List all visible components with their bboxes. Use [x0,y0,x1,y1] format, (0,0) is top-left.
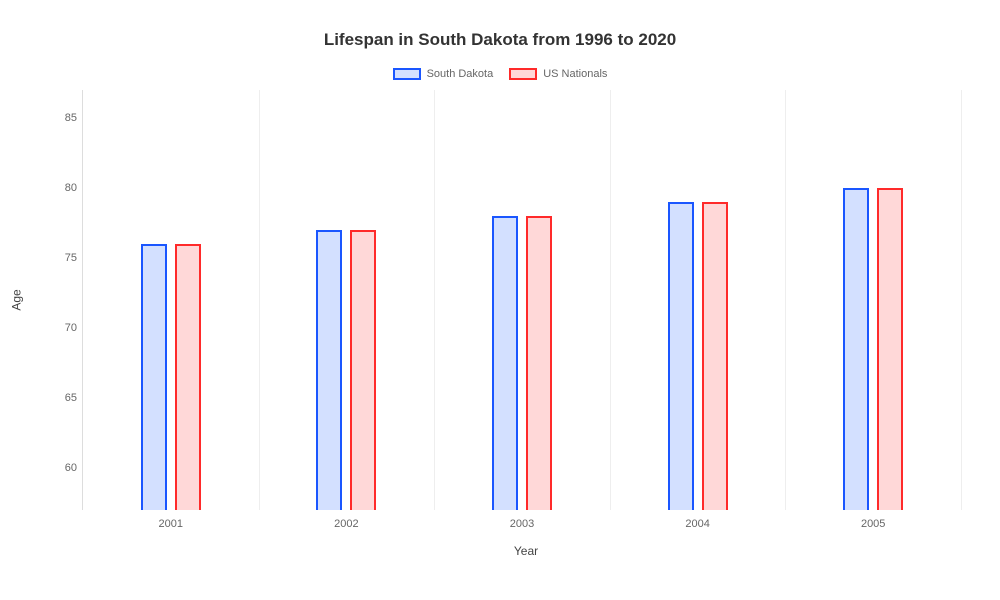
bar-south-dakota-2005 [843,188,869,510]
x-axis-label: Year [82,544,970,558]
x-tick: 2004 [685,518,709,530]
y-tick: 70 [47,322,77,334]
y-tick: 65 [47,392,77,404]
x-tick: 2001 [159,518,183,530]
y-tick: 75 [47,252,77,264]
legend-item-us-nationals: US Nationals [509,68,607,80]
chart-container: Lifespan in South Dakota from 1996 to 20… [0,0,1000,600]
y-tick: 80 [47,182,77,194]
legend-item-south-dakota: South Dakota [393,68,494,80]
bar-us-nationals-2002 [350,230,376,510]
y-axis-label: Age [10,289,24,310]
legend-swatch-south-dakota [393,68,421,80]
gridline [785,90,786,510]
bar-us-nationals-2005 [877,188,903,510]
gridline [434,90,435,510]
x-tick: 2005 [861,518,885,530]
bar-south-dakota-2003 [492,216,518,510]
bar-us-nationals-2001 [175,244,201,510]
bar-south-dakota-2001 [141,244,167,510]
x-tick: 2003 [510,518,534,530]
gridline [259,90,260,510]
bar-us-nationals-2004 [702,202,728,510]
y-tick: 85 [47,112,77,124]
legend-swatch-us-nationals [509,68,537,80]
gridline [961,90,962,510]
chart-title: Lifespan in South Dakota from 1996 to 20… [30,30,970,50]
bar-south-dakota-2002 [316,230,342,510]
legend: South Dakota US Nationals [30,68,970,80]
gridline [610,90,611,510]
y-tick: 60 [47,462,77,474]
legend-label-south-dakota: South Dakota [427,68,494,80]
legend-label-us-nationals: US Nationals [543,68,607,80]
plot-area: 60657075808520012002200320042005 [82,90,960,510]
x-tick: 2002 [334,518,358,530]
bar-south-dakota-2004 [668,202,694,510]
bar-us-nationals-2003 [526,216,552,510]
